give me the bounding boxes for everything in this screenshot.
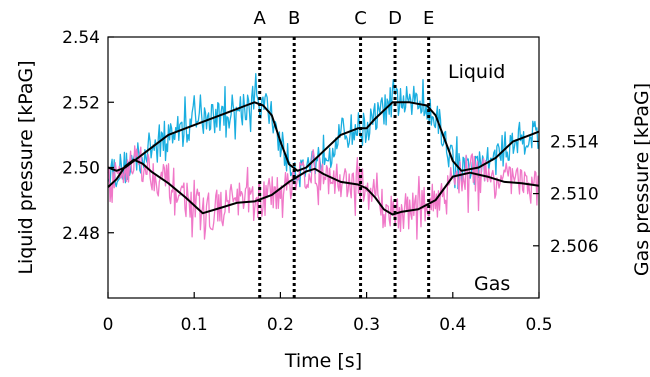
x-tick-label: 0.5 (525, 315, 552, 335)
liquid-series-label: Liquid (448, 61, 505, 83)
x-tick-label: 0.3 (353, 315, 380, 335)
gas-series-group (107, 145, 540, 240)
x-tick-label: 0.1 (181, 315, 208, 335)
event-marker-label-b: B (288, 8, 300, 29)
gas-raw-line (107, 145, 540, 240)
left-y-tick-label: 2.50 (62, 159, 100, 179)
right-y-tick-label: 2.510 (550, 185, 599, 205)
x-axis-label: Time [s] (284, 350, 362, 372)
left-y-tick-label: 2.48 (62, 224, 100, 244)
x-tick-label: 0.2 (267, 315, 294, 335)
x-tick-label: 0 (103, 315, 114, 335)
left-y-tick-label: 2.54 (62, 28, 100, 48)
gas-smoothed-line (107, 158, 540, 216)
right-y-axis-label: Gas pressure [kPaG] (631, 83, 650, 276)
axes-group: 0 0.1 0.2 0.3 0.4 0.5 2.48 2.50 2.52 2.54 2.506 2.5… (62, 28, 599, 335)
smoothed-series-group (107, 101, 540, 216)
event-marker-label-d: D (388, 8, 402, 29)
gas-series-label: Gas (474, 273, 510, 295)
event-marker-label-a: A (254, 8, 267, 29)
liquid-smoothed-line (107, 101, 540, 172)
event-marker-label-c: C (354, 8, 367, 29)
right-y-tick-label: 2.514 (550, 132, 599, 152)
x-tick-label: 0.4 (439, 315, 466, 335)
liquid-series-group (107, 72, 540, 190)
left-y-axis-label: Liquid pressure [kPaG] (15, 60, 37, 274)
event-marker-label-e: E (423, 8, 434, 29)
left-y-tick-label: 2.52 (62, 93, 100, 113)
liquid-raw-line (107, 72, 540, 190)
right-y-tick-label: 2.506 (550, 237, 599, 257)
